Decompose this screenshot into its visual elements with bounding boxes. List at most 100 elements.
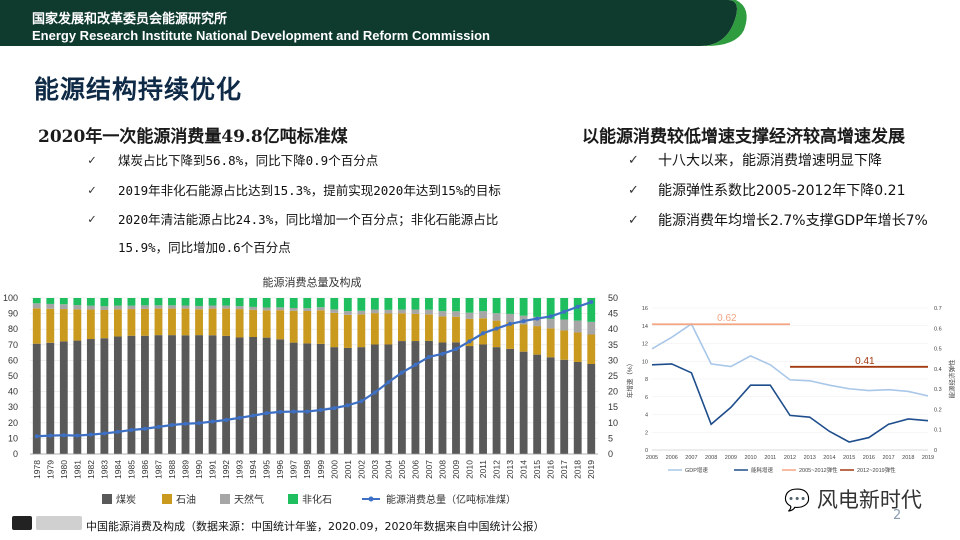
axes: 0 10 20 30 40 50 60 70 80 90 100 0 5 10 15 20 25 30 35 40 45… xyxy=(3,293,618,479)
series-line xyxy=(651,363,929,443)
bar-segment xyxy=(397,309,406,314)
legend-swatch xyxy=(102,494,112,504)
xtick: 2010 xyxy=(744,455,756,461)
bar-segment xyxy=(73,298,82,306)
bar-segment xyxy=(46,342,55,454)
line-point xyxy=(332,406,337,411)
bar-segment xyxy=(438,316,447,343)
ytick-left: 10 xyxy=(642,359,648,365)
xtick: 2005 xyxy=(397,460,407,479)
bar-segment xyxy=(249,309,258,337)
line-point xyxy=(575,304,580,309)
bar-segment xyxy=(370,313,379,345)
bar-segment xyxy=(506,313,515,323)
right-bullet-list: ✓ 十八大以来，能源消费增速明显下降 ✓ 能源弹性系数比2005-2012年下降0.… xyxy=(628,146,958,236)
bar-segment xyxy=(181,308,190,336)
bar-segment xyxy=(330,312,339,348)
ytick-right: 15 xyxy=(608,402,618,412)
legend-label: 非化石 xyxy=(302,493,332,506)
line-point xyxy=(210,419,215,424)
xtick: 2018 xyxy=(573,460,583,479)
bar-segment xyxy=(235,337,244,454)
ytick-right: 0.1 xyxy=(934,428,942,434)
line-point xyxy=(372,390,377,395)
legend: GDP增速 能耗增速 2005~2012弹性 2012~2019弹性 xyxy=(668,466,896,474)
bar-segment xyxy=(141,305,149,309)
line-point xyxy=(61,433,66,438)
legend-label: 能源消费总量（亿吨标准煤） xyxy=(386,493,516,506)
xtick: 1994 xyxy=(248,460,258,479)
bar-segment xyxy=(479,344,487,454)
bar-segment xyxy=(168,335,176,454)
bar-segment xyxy=(86,339,95,454)
bar-segment xyxy=(249,306,258,310)
bar-segment xyxy=(573,298,582,321)
bar-segment xyxy=(465,298,474,313)
xtick: 1987 xyxy=(153,460,163,479)
bar-segment xyxy=(546,357,555,454)
bar-segment xyxy=(587,334,596,364)
ytick-right: 0 xyxy=(608,449,613,459)
line-point xyxy=(548,314,553,319)
xtick: 2013 xyxy=(505,460,515,479)
xtick: 1997 xyxy=(289,460,299,479)
bar-segment xyxy=(425,314,433,341)
bar-segment xyxy=(100,338,109,454)
bar-segment xyxy=(168,298,176,306)
line-point xyxy=(318,408,323,413)
bar-segment xyxy=(276,298,285,308)
ytick-right: 20 xyxy=(608,387,618,397)
bar-segment xyxy=(276,310,285,340)
xtick: 2017 xyxy=(882,455,894,461)
xtick: 2004 xyxy=(383,460,393,479)
line-point xyxy=(508,321,513,326)
ytick-left: 0 xyxy=(645,448,648,454)
bar-segment xyxy=(289,307,298,311)
ytick-left: 4 xyxy=(645,413,648,419)
xtick: 2005 xyxy=(646,455,658,461)
ytick-left: 16 xyxy=(642,306,648,312)
chart-caption: 中国能源消费及构成（数据来源：中国统计年鉴，2020.09，2020年数据来自中… xyxy=(86,520,545,533)
bar-segment xyxy=(492,298,501,314)
bar-segment xyxy=(560,359,569,454)
ytick-left: 8 xyxy=(645,377,648,383)
line-point xyxy=(34,434,39,439)
xtick: 1981 xyxy=(72,460,82,479)
bar-segment xyxy=(357,314,366,348)
bar-segment xyxy=(357,298,366,311)
bar-segment xyxy=(113,305,122,310)
bar-segment xyxy=(316,343,325,454)
xtick: 2015 xyxy=(532,460,542,479)
xtick: 1982 xyxy=(86,460,96,479)
bar-segment xyxy=(533,316,542,327)
legend-marker xyxy=(368,496,374,502)
bar-segment xyxy=(249,337,258,454)
xtick: 2015 xyxy=(843,455,855,461)
ytick-right: 35 xyxy=(608,340,618,350)
bar-segment xyxy=(519,324,528,352)
check-icon: ✓ xyxy=(628,153,639,168)
ytick-left: 40 xyxy=(8,387,18,397)
line-point xyxy=(75,433,80,438)
xtick: 2019 xyxy=(922,455,934,461)
xtick: 1990 xyxy=(194,460,204,479)
xtick: 1985 xyxy=(126,460,136,479)
xtick: 2012 xyxy=(784,455,796,461)
bar-segment xyxy=(587,363,596,454)
line-point xyxy=(129,427,134,432)
bar-segment xyxy=(370,344,379,454)
check-icon: ✓ xyxy=(628,183,639,198)
xtick: 1996 xyxy=(275,460,285,479)
bar-segment xyxy=(113,309,122,337)
xtick: 2011 xyxy=(764,455,776,461)
xtick: 2016 xyxy=(546,460,556,479)
bar-segment xyxy=(276,307,285,311)
bar-segment xyxy=(370,298,379,310)
bar-segment xyxy=(127,335,136,454)
bar-segment xyxy=(506,322,515,349)
legend-swatch xyxy=(288,494,298,504)
bar-segment xyxy=(32,303,41,309)
xtick: 2002 xyxy=(356,460,366,479)
line-point xyxy=(237,415,242,420)
bar-segment xyxy=(32,308,41,344)
